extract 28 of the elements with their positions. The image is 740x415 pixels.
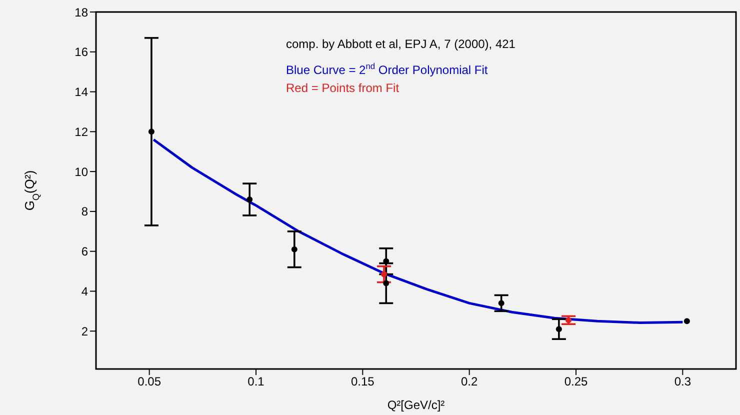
x-tick-label: 0.25	[564, 374, 588, 389]
point	[246, 196, 253, 202]
point	[381, 271, 387, 278]
annotation: Red = Points from Fit	[286, 81, 400, 95]
y-tick-label: 8	[81, 204, 88, 219]
point	[684, 318, 690, 324]
x-tick-label: 0.1	[248, 374, 265, 389]
annotation: Blue Curve = 2$^{nd}$ Order Polynomial Fit	[286, 61, 488, 77]
point	[556, 326, 562, 332]
y-tick-label: 2	[81, 324, 88, 338]
y-tick-label: 12	[74, 124, 88, 139]
y-tick-label: 18	[74, 5, 88, 20]
y-tick-label: 14	[74, 85, 88, 100]
x-tick-label: 0.05	[138, 374, 162, 389]
y-tick-label: 10	[74, 164, 88, 179]
y-tick-label: 4	[81, 284, 88, 298]
y-tick-label: 6	[81, 244, 88, 259]
point	[148, 128, 154, 135]
annotation: comp. by Abbott et al, EPJ A, 7 (2000), 421	[286, 37, 516, 51]
x-tick-label: 0.2	[460, 374, 478, 389]
x-axis-title: Q²[GeV/c]²	[387, 398, 445, 412]
point	[498, 300, 504, 306]
point	[566, 317, 572, 324]
point	[383, 280, 390, 286]
x-tick-label: 0.3	[674, 374, 692, 389]
x-tick-label: 0.15	[350, 374, 375, 389]
y-tick-label: 16	[74, 45, 88, 60]
point	[291, 246, 298, 252]
